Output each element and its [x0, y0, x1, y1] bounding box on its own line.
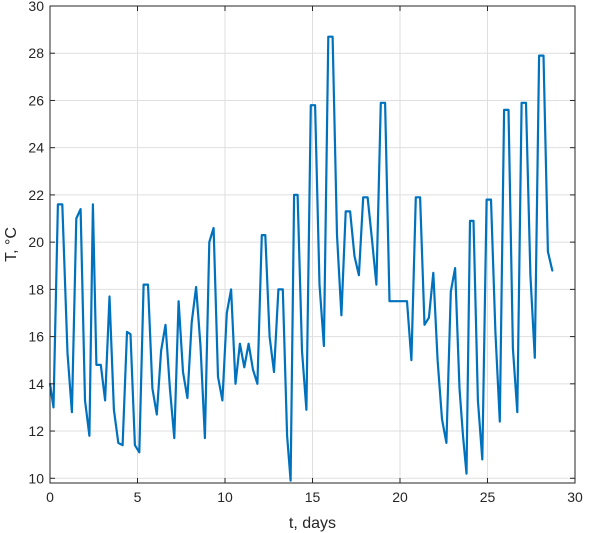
x-tick-labels: 0 5 10 15 20 25 30 [46, 489, 583, 505]
y-axis-label: T, °C [3, 227, 20, 262]
y-tick-label: 10 [28, 470, 44, 486]
x-tick-label: 20 [392, 489, 408, 505]
y-tick-label: 16 [28, 329, 44, 345]
x-tick-label: 5 [134, 489, 142, 505]
x-tick-label: 15 [305, 489, 321, 505]
y-tick-label: 26 [28, 92, 44, 108]
y-tick-label: 12 [28, 423, 44, 439]
x-tick-label: 0 [46, 489, 54, 505]
y-tick-label: 14 [28, 376, 44, 392]
y-tick-label: 22 [28, 187, 44, 203]
x-axis-label: t, days [289, 515, 336, 532]
x-tick-label: 10 [217, 489, 233, 505]
y-tick-label: 24 [28, 140, 44, 156]
x-tick-label: 30 [567, 489, 583, 505]
axis-ticks [49, 5, 576, 483]
temperature-series-line [48, 35, 554, 482]
y-tick-label: 30 [28, 0, 44, 14]
y-tick-labels: 10 12 14 16 18 20 22 24 26 28 30 [28, 0, 44, 486]
x-tick-label: 25 [480, 489, 496, 505]
y-tick-label: 18 [28, 281, 44, 297]
y-tick-label: 28 [28, 45, 44, 61]
y-tick-label: 20 [28, 234, 44, 250]
